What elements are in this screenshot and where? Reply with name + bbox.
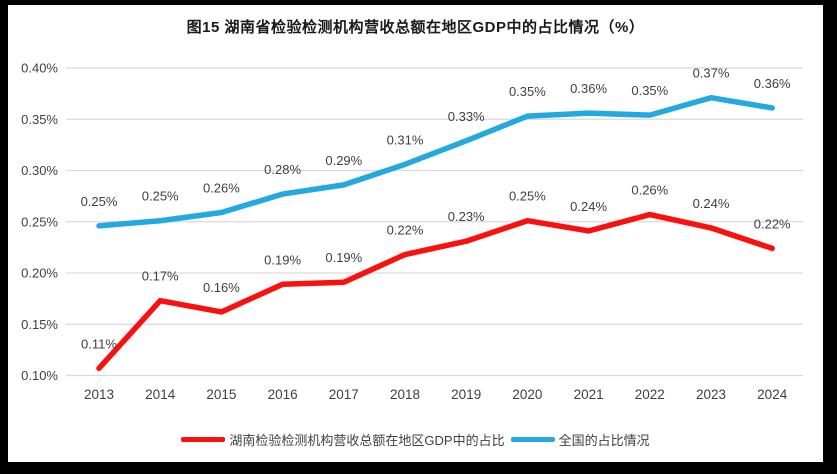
data-label: 0.24% [693,196,730,211]
line-chart: 0.10% 0.15% 0.20% 0.25% 0.30% 0.35% 0.40% 2013 2… [21,61,803,402]
x-tick-label: 2020 [512,387,542,402]
data-label: 0.33% [448,109,485,124]
chart-legend: 湖南检验检测机构营收总额在地区GDP中的占比 全国的占比情况 [8,430,823,449]
data-label: 0.31% [387,132,424,147]
data-label: 0.19% [264,252,301,267]
x-tick-label: 2021 [574,387,604,402]
series-line [96,211,775,372]
x-tick-label: 2018 [390,387,420,402]
legend-item: 湖南检验检测机构营收总额在地区GDP中的占比 [181,430,505,449]
y-tick-label: 0.30% [21,163,58,178]
data-label: 0.22% [754,216,791,231]
data-label: 0.26% [203,181,240,196]
legend-label: 全国的占比情况 [558,433,650,448]
data-label: 0.16% [203,280,240,295]
chart-canvas: 图15 湖南省检验检测机构营收总额在地区GDP中的占比情况（%） 0.10% 0.… [8,5,823,462]
data-label: 0.35% [509,84,546,99]
data-label: 0.24% [570,199,607,214]
data-label: 0.37% [693,66,730,81]
data-label: 0.26% [631,183,668,198]
x-tick-label: 2022 [635,387,665,402]
x-tick-label: 2015 [206,387,236,402]
y-tick-label: 0.10% [21,368,58,383]
data-label: 0.25% [509,189,546,204]
data-label: 0.25% [81,194,118,209]
data-label: 0.23% [448,209,485,224]
data-label: 0.35% [631,83,668,98]
x-tick-label: 2013 [84,387,114,402]
legend-item: 全国的占比情况 [510,430,650,449]
data-label: 0.25% [142,189,179,204]
legend-line-swatch [181,437,226,442]
y-tick-label: 0.20% [21,266,58,281]
data-label: 0.29% [325,153,362,168]
y-tick-label: 0.35% [21,112,58,127]
data-label: 0.17% [142,269,179,284]
x-tick-label: 2023 [696,387,726,402]
x-tick-label: 2014 [145,387,176,402]
data-label: 0.36% [570,81,607,96]
data-label: 0.19% [325,250,362,265]
y-tick-label: 0.40% [21,61,58,76]
y-tick-label: 0.25% [21,214,58,229]
data-label: 0.11% [81,336,117,351]
series-line [96,94,775,229]
legend-line-swatch [510,437,555,442]
data-label: 0.28% [264,162,301,177]
data-label: 0.36% [754,76,791,91]
x-tick-label: 2016 [268,387,298,402]
data-label: 0.22% [387,223,424,238]
x-tick-label: 2024 [757,387,788,402]
chart-title: 图15 湖南省检验检测机构营收总额在地区GDP中的占比情况（%） [186,19,645,36]
x-tick-label: 2019 [451,387,481,402]
y-tick-label: 0.15% [21,317,58,332]
x-tick-label: 2017 [329,387,359,402]
legend-label: 湖南检验检测机构营收总额在地区GDP中的占比 [229,433,505,448]
